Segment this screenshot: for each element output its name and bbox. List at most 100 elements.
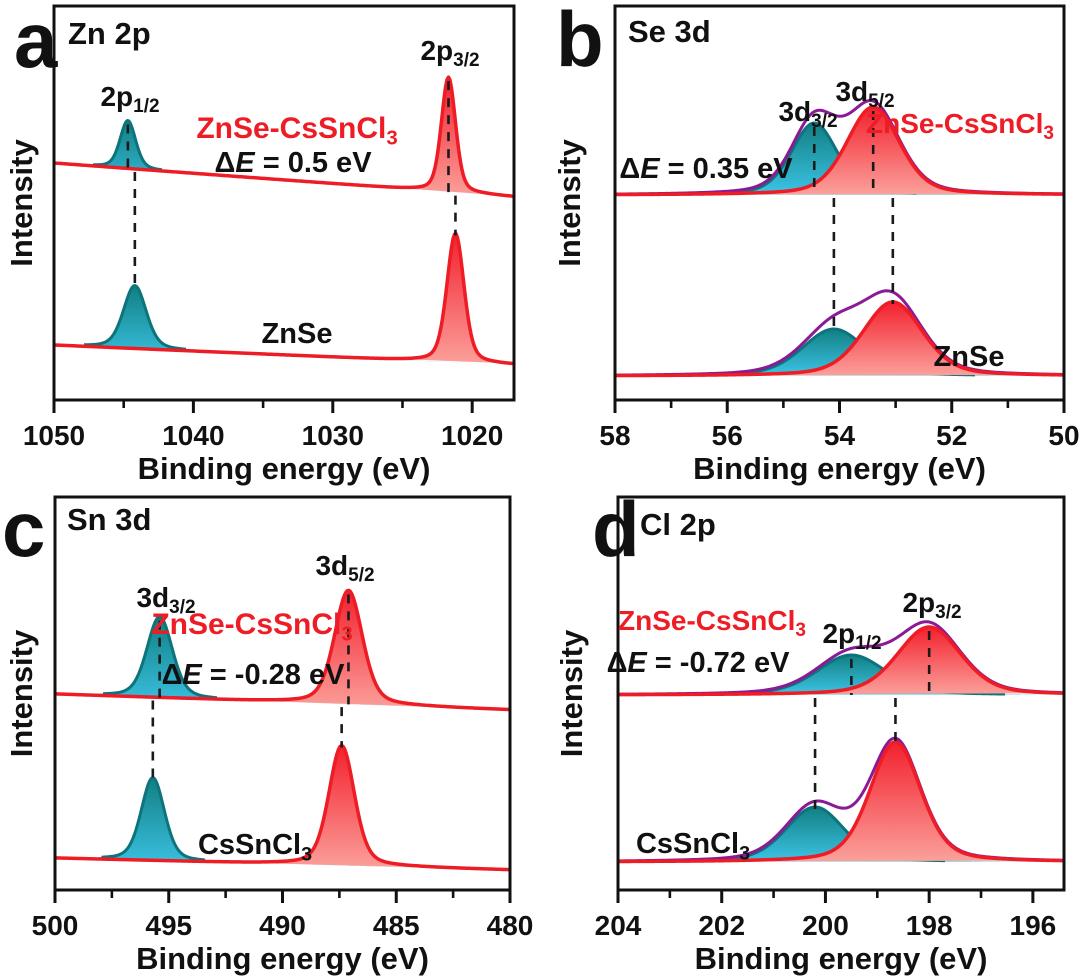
panel-letter: c bbox=[2, 490, 45, 573]
x-tick-label: 58 bbox=[599, 420, 630, 451]
annotation-cl-2p: Cl 2p bbox=[640, 507, 716, 542]
y-axis-title: Intensity bbox=[4, 139, 39, 267]
spectra-layer bbox=[618, 620, 1064, 864]
teal-peak-outline bbox=[92, 118, 163, 172]
y-axis-title: Intensity bbox=[552, 139, 587, 267]
annotations: Sn 3d 3d3/2 3d5/2 ZnSe-CsSnCl3 ΔE = -0.28 eV… bbox=[67, 502, 375, 865]
annotation-3d-5-2: 3d5/2 bbox=[315, 550, 374, 586]
x-axis: 1050 1040 1030 1020 Binding energy (eV) bbox=[23, 400, 503, 486]
x-tick-label: 54 bbox=[824, 420, 856, 451]
annotation-znse-cssncl-3: ZnSe-CsSnCl3 bbox=[151, 608, 352, 646]
x-tick-label: 485 bbox=[373, 910, 420, 941]
panel-letter: d bbox=[592, 490, 640, 573]
annotation-se-3d: Se 3d bbox=[628, 14, 711, 49]
y-axis-title: Intensity bbox=[554, 629, 589, 757]
x-tick-label: 500 bbox=[32, 910, 79, 941]
red-peak-fill bbox=[54, 233, 514, 364]
baseline-and-red-outline bbox=[55, 743, 510, 872]
y-axis-title: Intensity bbox=[4, 629, 39, 757]
annotation-sn-3d: Sn 3d bbox=[67, 502, 151, 537]
x-tick-label: 490 bbox=[259, 910, 306, 941]
teal-peak-outline bbox=[101, 776, 206, 862]
spectrum-cssncl3 bbox=[55, 743, 510, 872]
dash-guides bbox=[126, 81, 457, 288]
x-tick-label: 50 bbox=[1048, 420, 1079, 451]
annotation-znse-cssncl-3: ZnSe-CsSnCl3 bbox=[196, 112, 397, 150]
panel-c-chart: 500 495 490 485 480 Binding energy (eV) Intens… bbox=[2, 490, 534, 976]
x-tick-label: 495 bbox=[145, 910, 192, 941]
annotation-3d-3-2: 3d3/2 bbox=[136, 582, 195, 618]
x-tick-label: 1040 bbox=[162, 420, 224, 451]
teal-peak-fill bbox=[615, 329, 1064, 376]
annotation-zn-2p: Zn 2p bbox=[68, 16, 151, 51]
baseline-and-red-outline bbox=[54, 232, 514, 366]
annotation-e-0-35-ev: ΔE = 0.35 eV bbox=[619, 153, 793, 185]
spectrum-znse-cssncl3 bbox=[55, 588, 510, 712]
spectra-layer bbox=[54, 75, 514, 366]
panel-b-chart: 58 56 54 52 50 Binding energy (eV) Intensity b S… bbox=[552, 0, 1080, 486]
annotation-e-0-72-ev: ΔE = -0.72 eV bbox=[607, 647, 791, 679]
annotation-2p-3-2: 2p3/2 bbox=[420, 35, 479, 71]
plot-frame bbox=[52, 4, 516, 402]
annotations: Cl 2p ZnSe-CsSnCl3 ΔE = -0.72 eV 2p1/2 2p3/2… bbox=[607, 507, 962, 864]
x-tick-label: 480 bbox=[487, 910, 534, 941]
annotation-znse: ZnSe bbox=[934, 341, 1005, 373]
baseline-and-red-outline bbox=[618, 740, 1064, 864]
x-tick-label: 1020 bbox=[441, 420, 503, 451]
teal-peak-fill bbox=[618, 807, 1064, 862]
annotation-e-0-28-ev: ΔE = -0.28 eV bbox=[162, 659, 346, 691]
spectra-layer bbox=[615, 99, 1064, 378]
annotation-znse-cssncl-3: ZnSe-CsSnCl3 bbox=[866, 108, 1054, 144]
x-tick-label: 1050 bbox=[23, 420, 85, 451]
annotation-e-0-5-ev: ΔE = 0.5 eV bbox=[214, 147, 372, 179]
spectrum-znse-cssncl3 bbox=[54, 75, 514, 199]
x-axis-title: Binding energy (eV) bbox=[138, 451, 431, 486]
spectrum-znse bbox=[54, 232, 514, 366]
x-tick-label: 202 bbox=[698, 910, 745, 941]
annotation-2p-1-2: 2p1/2 bbox=[100, 81, 159, 117]
teal-peak-fill bbox=[618, 655, 1064, 695]
panel-b-se3d: 58 56 54 52 50 Binding energy (eV) Intensity b S… bbox=[540, 0, 1080, 490]
annotation-2p-1-2: 2p1/2 bbox=[822, 618, 881, 654]
panel-c-sn3d: 500 495 490 485 480 Binding energy (eV) Intens… bbox=[0, 490, 540, 979]
x-tick-label: 56 bbox=[712, 420, 743, 451]
x-tick-label: 200 bbox=[802, 910, 849, 941]
annotation-2p-3-2: 2p3/2 bbox=[902, 587, 961, 623]
baseline-and-red-outline bbox=[54, 75, 514, 199]
x-tick-label: 196 bbox=[1010, 910, 1057, 941]
spectrum-znse bbox=[615, 289, 1064, 378]
baseline-and-red-outline bbox=[55, 588, 510, 712]
baseline-and-red-outline bbox=[615, 105, 1064, 197]
baseline-and-red-outline bbox=[618, 625, 1064, 697]
annotation-znse-cssncl-3: ZnSe-CsSnCl3 bbox=[618, 605, 806, 641]
baseline-and-red-outline bbox=[615, 300, 1064, 378]
x-tick-label: 204 bbox=[595, 910, 642, 941]
x-tick-label: 1030 bbox=[302, 420, 364, 451]
annotation-3d-3-2: 3d3/2 bbox=[778, 96, 837, 132]
teal-peak-outline bbox=[102, 615, 218, 700]
x-tick-label: 52 bbox=[936, 420, 967, 451]
panel-letter: b bbox=[556, 0, 604, 83]
x-axis-title: Binding energy (eV) bbox=[136, 941, 429, 976]
panel-d-cl2p: 204 202 200 198 196 Binding energy (eV) Intens… bbox=[540, 490, 1080, 979]
x-axis: 58 56 54 52 50 Binding energy (eV) bbox=[599, 400, 1080, 486]
dash-guides bbox=[151, 594, 350, 780]
panel-letter: a bbox=[14, 0, 58, 84]
spectrum-znse-cssncl3 bbox=[618, 620, 1064, 697]
x-axis: 500 495 490 485 480 Binding energy (eV) bbox=[32, 890, 534, 976]
dash-guides bbox=[812, 111, 895, 331]
x-tick-label: 198 bbox=[906, 910, 953, 941]
red-peak-fill bbox=[615, 302, 1064, 376]
spectra-layer bbox=[55, 588, 510, 872]
plot-frame bbox=[616, 495, 1066, 892]
panel-a-chart: 1050 1040 1030 1020 Binding energy (eV) Inten… bbox=[4, 0, 516, 486]
x-axis-title: Binding energy (eV) bbox=[695, 941, 988, 976]
annotation-3d-5-2: 3d5/2 bbox=[835, 76, 894, 112]
x-axis: 204 202 200 198 196 Binding energy (eV) bbox=[595, 890, 1057, 976]
x-axis-title: Binding energy (eV) bbox=[693, 451, 986, 486]
teal-peak-fill bbox=[54, 285, 514, 365]
annotation-cssncl-3: CsSnCl3 bbox=[636, 828, 750, 864]
